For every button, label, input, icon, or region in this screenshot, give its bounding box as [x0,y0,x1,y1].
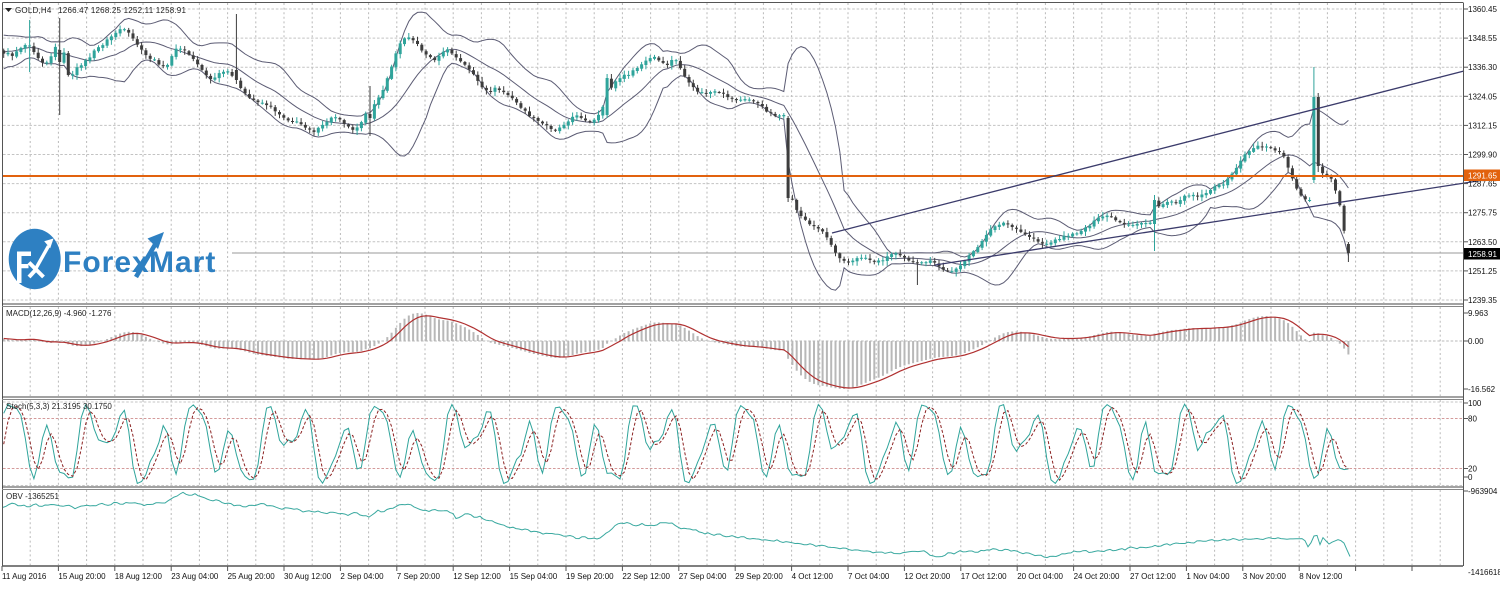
svg-text:1275.75: 1275.75 [1468,209,1497,218]
svg-text:20: 20 [1468,465,1477,474]
svg-text:30 Aug 12:00: 30 Aug 12:00 [284,572,332,581]
svg-text:80: 80 [1468,415,1477,424]
svg-text:7 Oct 04:00: 7 Oct 04:00 [848,572,890,581]
svg-text:1 Nov 04:00: 1 Nov 04:00 [1186,572,1230,581]
svg-text:0.00: 0.00 [1468,337,1484,346]
svg-text:19 Sep 20:00: 19 Sep 20:00 [566,572,614,581]
svg-text:17 Oct 12:00: 17 Oct 12:00 [961,572,1007,581]
svg-text:27 Sep 04:00: 27 Sep 04:00 [679,572,727,581]
svg-text:15 Aug 20:00: 15 Aug 20:00 [58,572,106,581]
svg-text:25 Aug 20:00: 25 Aug 20:00 [228,572,276,581]
svg-text:Forex: Forex [63,246,150,279]
svg-text:1348.55: 1348.55 [1468,34,1497,43]
svg-text:1299.90: 1299.90 [1468,151,1497,160]
svg-text:Mart: Mart [149,246,216,279]
svg-text:7 Sep 20:00: 7 Sep 20:00 [397,572,441,581]
svg-text:1251.25: 1251.25 [1468,267,1497,276]
svg-text:1324.05: 1324.05 [1468,92,1497,101]
svg-text:3 Nov 20:00: 3 Nov 20:00 [1243,572,1287,581]
svg-text:1287.65: 1287.65 [1468,180,1497,189]
svg-text:-1416618: -1416618 [1468,568,1500,577]
svg-text:23 Aug 04:00: 23 Aug 04:00 [171,572,219,581]
svg-text:12 Sep 12:00: 12 Sep 12:00 [453,572,501,581]
svg-text:MACD(12,26,9) -4.960 -1.276: MACD(12,26,9) -4.960 -1.276 [6,309,112,318]
svg-text:1291.65: 1291.65 [1468,172,1497,181]
svg-text:OBV -1365251: OBV -1365251 [6,492,59,501]
svg-text:GOLD,H4 1266.47 1268.25 1252.: GOLD,H4 1266.47 1268.25 1252.11 1258.91 [15,6,186,15]
svg-text:20 Oct 04:00: 20 Oct 04:00 [1017,572,1063,581]
svg-text:Stoch(5,3,3) 21.3195 30.1750: Stoch(5,3,3) 21.3195 30.1750 [6,402,112,411]
svg-text:9.963: 9.963 [1468,309,1489,318]
svg-text:1360.45: 1360.45 [1468,5,1497,14]
svg-text:22 Sep 12:00: 22 Sep 12:00 [622,572,670,581]
svg-text:29 Sep 20:00: 29 Sep 20:00 [735,572,783,581]
svg-text:4 Oct 12:00: 4 Oct 12:00 [792,572,834,581]
svg-text:15 Sep 04:00: 15 Sep 04:00 [510,572,558,581]
svg-text:100: 100 [1468,399,1482,408]
svg-text:11 Aug 2016: 11 Aug 2016 [2,572,47,581]
svg-text:12 Oct 20:00: 12 Oct 20:00 [904,572,950,581]
svg-text:2 Sep 04:00: 2 Sep 04:00 [340,572,384,581]
svg-text:1336.30: 1336.30 [1468,63,1497,72]
svg-text:1258.91: 1258.91 [1468,250,1497,259]
svg-text:1312.15: 1312.15 [1468,121,1497,130]
svg-text:24 Oct 20:00: 24 Oct 20:00 [1074,572,1120,581]
svg-text:1239.35: 1239.35 [1468,296,1497,305]
svg-text:27 Oct 12:00: 27 Oct 12:00 [1130,572,1176,581]
svg-text:0: 0 [1468,473,1473,482]
svg-text:18 Aug 12:00: 18 Aug 12:00 [115,572,163,581]
svg-text:-16.562: -16.562 [1468,385,1496,394]
svg-text:8 Nov 12:00: 8 Nov 12:00 [1299,572,1343,581]
svg-text:-963904: -963904 [1468,487,1498,496]
svg-text:1263.50: 1263.50 [1468,238,1497,247]
